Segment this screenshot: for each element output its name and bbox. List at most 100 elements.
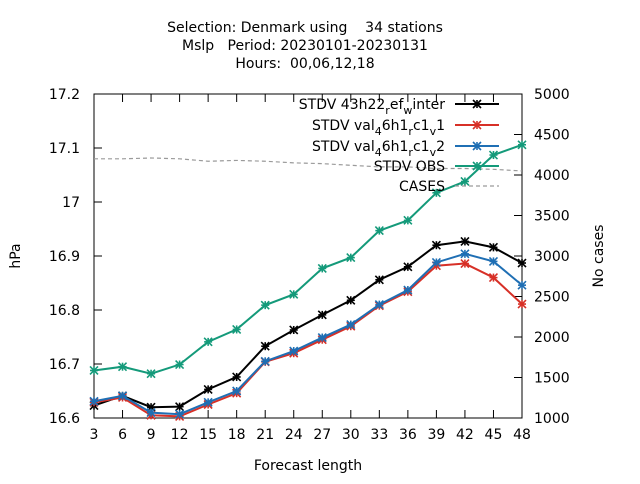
y2-tick-label: 3500	[534, 209, 570, 225]
x-axis-label: Forecast length	[254, 458, 362, 474]
legend-label: CASES	[399, 179, 445, 195]
x-tick-label: 3	[90, 427, 99, 443]
data-point	[346, 320, 356, 330]
x-tick-label: 24	[285, 427, 303, 443]
series-lines	[89, 140, 527, 421]
data-point	[488, 242, 499, 252]
data-point	[232, 372, 242, 382]
data-point	[203, 384, 213, 394]
series-line	[93, 143, 523, 375]
x-tick-label: 6	[118, 427, 127, 443]
title-line: Hours: 00,06,12,18	[235, 56, 374, 72]
y-tick-label: 16.6	[49, 411, 80, 427]
data-point	[89, 365, 99, 376]
y2-tick-label: 1000	[534, 411, 570, 427]
data-point	[317, 263, 327, 273]
legend-label: STDV val46h1rc1v2	[312, 139, 445, 159]
data-point	[232, 324, 242, 335]
data-point	[460, 176, 470, 187]
x-tick-label: 48	[513, 427, 531, 443]
series-1	[89, 258, 527, 421]
data-point	[403, 285, 413, 295]
series-line	[93, 252, 523, 416]
legend-item: CASES	[399, 179, 499, 195]
y2-tick-label: 4000	[534, 168, 570, 184]
legend-label: STDV OBS	[374, 159, 445, 175]
data-point	[403, 215, 413, 225]
data-point	[517, 140, 527, 150]
x-tick-label: 30	[342, 427, 360, 443]
legend-label: STDV val46h1rc1v1	[312, 118, 445, 138]
data-point	[517, 280, 527, 290]
data-point	[460, 236, 470, 246]
y2-tick-label: 1500	[534, 371, 570, 387]
y2-tick-label: 3000	[534, 249, 570, 265]
y-tick-label: 16.9	[49, 249, 80, 265]
y2-tick-label: 5000	[534, 87, 570, 103]
data-point	[431, 188, 441, 198]
series-3	[89, 140, 527, 379]
data-point	[175, 402, 185, 412]
data-point	[89, 396, 99, 406]
legend-item: STDV 43h22refwinter	[299, 97, 499, 117]
y2-tick-label: 4500	[534, 128, 570, 144]
y-axis-label: hPa	[8, 243, 24, 268]
data-point	[488, 273, 499, 283]
x-tick-label: 45	[485, 427, 503, 443]
x-tick-label: 9	[147, 427, 156, 443]
x-tick-label: 36	[399, 427, 417, 443]
data-point	[117, 362, 128, 372]
data-point	[374, 226, 384, 236]
data-point	[175, 409, 185, 419]
x-tick-label: 33	[370, 427, 388, 443]
series-line	[94, 157, 523, 172]
data-point	[488, 150, 499, 160]
legend-item: STDV OBS	[374, 159, 499, 175]
data-point	[472, 99, 482, 109]
title-line: Selection: Denmark using 34 stations	[167, 20, 443, 36]
data-point	[289, 346, 299, 356]
data-point	[472, 141, 482, 151]
series-line	[93, 240, 523, 409]
series-4	[94, 157, 523, 172]
data-point	[431, 240, 441, 250]
title-line: Mslp Period: 20230101-20230131	[182, 38, 428, 54]
axis-ticks: 3 6 9 12 15 18 21 24 27 30 33 36 39 42 45 4816.616.716.…	[49, 87, 570, 443]
y-tick-label: 17.2	[49, 87, 80, 103]
legend-item: STDV val46h1rc1v1	[312, 118, 499, 138]
data-point	[517, 299, 527, 309]
data-point	[232, 386, 242, 396]
data-point	[203, 397, 213, 407]
y-tick-label: 17	[62, 195, 80, 211]
data-point	[374, 300, 384, 310]
data-point	[403, 262, 413, 272]
data-point	[260, 341, 270, 351]
data-point	[117, 391, 128, 401]
x-tick-label: 21	[256, 427, 274, 443]
y2-axis-label: No cases	[591, 225, 607, 288]
data-point	[289, 325, 299, 335]
data-point	[431, 257, 441, 268]
series-2	[89, 249, 527, 419]
legend-item: STDV val46h1rc1v2	[312, 139, 499, 159]
x-tick-label: 12	[171, 427, 189, 443]
data-point	[346, 295, 356, 305]
data-point	[472, 120, 482, 130]
data-point	[317, 332, 327, 343]
data-point	[203, 337, 213, 347]
chart-title: Selection: Denmark using 34 stations Mslp…	[167, 20, 443, 72]
y-tick-label: 16.8	[49, 303, 80, 319]
y-tick-label: 16.7	[49, 357, 80, 373]
x-tick-label: 27	[313, 427, 331, 443]
data-point	[460, 249, 470, 259]
data-point	[146, 369, 156, 379]
data-point	[289, 289, 299, 299]
data-point	[488, 256, 499, 266]
y2-tick-label: 2000	[534, 330, 570, 346]
x-tick-label: 39	[427, 427, 445, 443]
x-tick-label: 15	[199, 427, 217, 443]
x-tick-label: 42	[456, 427, 474, 443]
data-point	[175, 359, 185, 370]
